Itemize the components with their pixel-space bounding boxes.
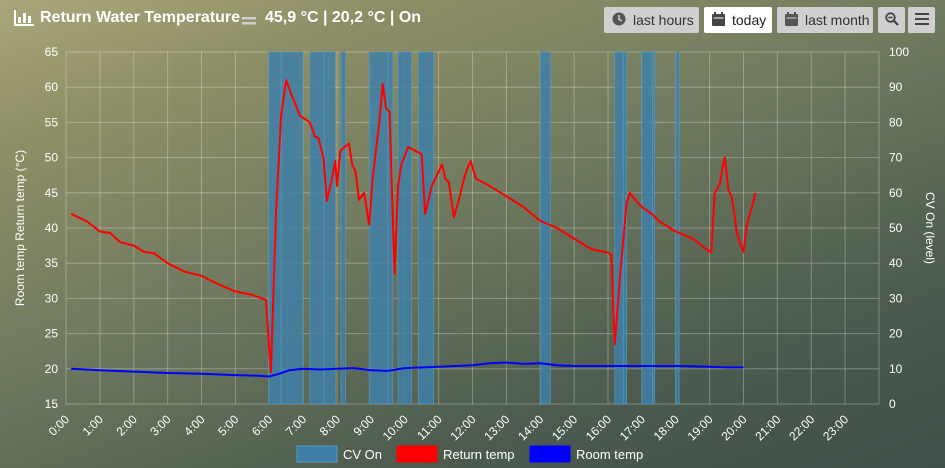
x-tick: 3:00 [147,412,174,439]
y-left-tick: 20 [45,362,59,376]
y-right-tick: 100 [889,45,909,59]
calendar-month-icon [785,11,798,29]
x-tick: 15:00 [549,412,580,443]
series-room-temp [71,361,744,378]
x-tick: 11:00 [414,412,445,443]
y-left-tick: 35 [45,256,59,270]
x-tick: 13:00 [481,412,512,443]
y-right-tick: 10 [889,362,903,376]
menu-icon [914,12,929,28]
y-right-tick: 70 [889,151,903,165]
y-left-tick: 15 [45,397,59,411]
last-hours-label: last hours [633,12,694,28]
y-left-tick: 25 [45,327,59,341]
equals-icon [242,13,256,31]
y-left-tick: 30 [45,291,59,305]
y-left-tick: 40 [45,221,59,235]
cv-on-bar [614,51,624,405]
x-tick: 17:00 [617,412,648,443]
y-right-axis-label: CV On (level) [923,192,937,264]
cv-on-bar [387,51,394,405]
cv-on-bar [652,51,656,405]
x-tick: 9:00 [351,412,378,439]
series-room-temp-line [71,361,744,378]
zoom-out-button[interactable] [878,7,905,33]
x-tick: 14:00 [515,412,546,443]
legend-swatch [296,445,338,463]
today-button[interactable]: today [704,7,772,33]
status-readout: 45,9 °C | 20,2 °C | On [265,9,422,26]
y-left-tick: 45 [45,186,59,200]
series-return-temp [70,79,757,374]
legend-swatch [396,445,438,463]
y-right-tick: 80 [889,115,903,129]
x-tick: 5:00 [215,412,242,439]
legend: CV On Return temp Room temp [296,445,643,463]
widget-title: Return Water Temperature [40,9,241,26]
y-right-tick: 30 [889,291,903,305]
grid [65,51,880,405]
legend-item[interactable]: Room temp [529,445,643,463]
cv-on-bar [323,51,336,405]
x-tick: 8:00 [317,412,344,439]
y-right-tick: 0 [889,397,896,411]
y-left-axis-label: Room temp Return temp (°C) [13,150,27,306]
legend-label: Return temp [443,447,515,462]
x-tick: 1:00 [80,412,107,439]
menu-button[interactable] [908,7,935,33]
x-tick: 4:00 [181,412,208,439]
y-left-tick: 55 [45,115,59,129]
y-right-tick: 40 [889,256,903,270]
cv-on-bar [641,51,654,405]
cv-on-bar [539,51,551,405]
y-right-tick: 50 [889,221,903,235]
y-left-tick: 50 [45,151,59,165]
chart-icon [14,10,34,31]
legend-label: Room temp [576,447,643,462]
series-return-temp-line [70,79,757,374]
cv-on-bar [675,51,680,405]
x-tick: 0:00 [46,412,73,439]
cv-on-bar [280,51,304,405]
calendar-icon [712,11,725,29]
last-hours-button[interactable]: last hours [604,7,699,33]
legend-item[interactable]: CV On [296,445,382,463]
y-right-tick: 60 [889,186,903,200]
y-left-tick: 60 [45,80,59,94]
x-tick: 12:00 [447,412,478,443]
cv-on-bar [417,51,434,405]
today-label: today [732,12,767,28]
clock-icon [612,12,626,29]
legend-swatch [529,445,571,463]
y-left-tick: 65 [45,45,59,59]
x-tick: 10:00 [380,412,411,443]
x-tick: 19:00 [685,412,716,443]
x-tick: 23:00 [820,412,851,443]
x-tick: 2:00 [113,412,140,439]
widget-header: Return Water Temperature 45,9 °C | 20,2 … [0,0,945,40]
y-right-tick: 20 [889,327,903,341]
x-tick: 22:00 [786,412,817,443]
last-month-label: last month [805,12,870,28]
x-tick: 18:00 [651,412,682,443]
last-month-button[interactable]: last month [777,7,873,33]
x-tick: 7:00 [283,412,310,439]
y-right-tick: 90 [889,80,903,94]
x-tick: 16:00 [583,412,614,443]
x-tick: 21:00 [752,412,783,443]
zoom-out-icon [884,11,899,29]
legend-label: CV On [343,447,382,462]
cv-on-bar [340,51,346,405]
x-tick: 20:00 [718,412,749,443]
cv-on-bar [397,51,412,405]
legend-item[interactable]: Return temp [396,445,515,463]
x-tick: 6:00 [249,412,276,439]
cv-on-bar [309,51,325,405]
